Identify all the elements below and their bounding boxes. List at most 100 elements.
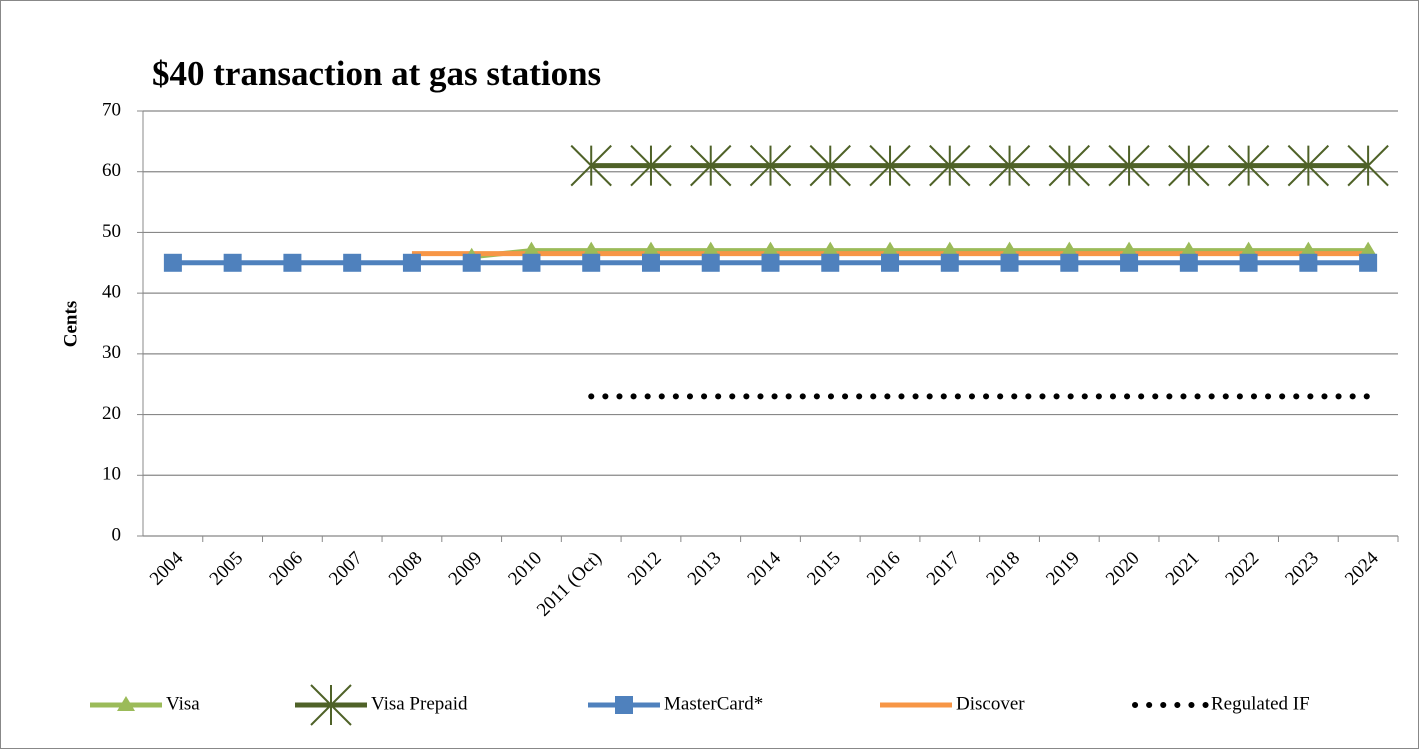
marker-shape [881,253,900,272]
marker-shape [462,253,481,272]
marker-shape [761,241,780,257]
marker-shape [809,144,851,187]
marker-shape [117,696,135,711]
marker-shape [402,253,421,272]
marker-shape [641,241,660,257]
marker-shape [1179,253,1198,272]
marker-shape [869,144,911,187]
marker [940,241,959,257]
marker [522,241,541,257]
marker-shape [343,253,362,272]
marker-shape [163,253,182,272]
marker [1179,253,1198,272]
marker [1060,241,1079,257]
marker-shape [1359,241,1378,257]
marker [570,144,612,187]
marker [522,253,541,272]
marker [223,253,242,272]
marker [1347,144,1389,187]
marker [1239,241,1258,257]
marker-shape [1120,253,1139,272]
marker-shape [1287,144,1330,187]
y-tick-label: 10 [102,464,121,485]
y-tick-label: 20 [102,403,121,424]
marker-shape [1227,144,1270,187]
marker-shape [582,253,601,272]
marker [701,253,720,272]
marker-shape [570,144,612,187]
marker-shape [1239,241,1258,257]
marker [1000,253,1019,272]
marker-shape [821,241,840,257]
marker-shape [1060,241,1079,257]
marker-shape [1060,253,1079,272]
y-axis-title: Cents [60,301,81,347]
marker [1227,144,1270,187]
marker [1239,253,1258,272]
marker-shape [1299,241,1318,257]
marker [641,253,660,272]
marker-shape [929,144,971,187]
marker-shape [641,253,660,272]
marker [881,241,900,257]
marker [1299,241,1318,257]
marker-shape [630,144,672,187]
marker-shape [701,241,720,257]
marker-shape [1239,253,1258,272]
legend-label: Visa [166,693,200,714]
marker-shape [690,144,732,187]
marker-shape [1000,253,1019,272]
marker-shape [310,684,352,726]
legend-label: Discover [956,693,1025,714]
marker [462,253,481,272]
marker [988,144,1031,187]
marker-shape [1120,241,1139,257]
marker-shape [701,253,720,272]
marker-shape [1048,144,1091,187]
marker-shape [749,144,792,187]
marker [310,684,352,726]
legend-label: Visa Prepaid [371,693,468,714]
marker [582,253,601,272]
marker [1120,253,1139,272]
marker [402,253,421,272]
marker [821,253,840,272]
marker [701,241,720,257]
marker [615,696,633,714]
marker [582,241,601,257]
marker [343,253,362,272]
marker [690,144,732,187]
marker [821,241,840,257]
marker-shape [1347,144,1389,187]
marker-shape [1299,253,1318,272]
legend-label: Regulated IF [1211,693,1310,714]
y-tick-label: 70 [102,99,121,120]
marker [1120,241,1139,257]
marker [283,253,302,272]
marker-shape [940,241,959,257]
marker-shape [522,241,541,257]
marker-shape [223,253,242,272]
marker-shape [940,253,959,272]
marker [1287,144,1330,187]
marker [163,253,182,272]
marker-shape [1359,253,1378,272]
marker-shape [522,253,541,272]
marker [761,241,780,257]
marker [1179,241,1198,257]
marker [761,253,780,272]
series-line [471,248,1369,260]
marker-shape [1000,241,1019,257]
marker [1359,253,1378,272]
marker [1060,253,1079,272]
marker [1359,241,1378,257]
y-tick-label: 60 [102,160,121,181]
y-tick-label: 0 [112,524,122,545]
marker [929,144,971,187]
y-tick-label: 50 [102,221,121,242]
marker [749,144,792,187]
marker-shape [1179,241,1198,257]
marker [1000,241,1019,257]
